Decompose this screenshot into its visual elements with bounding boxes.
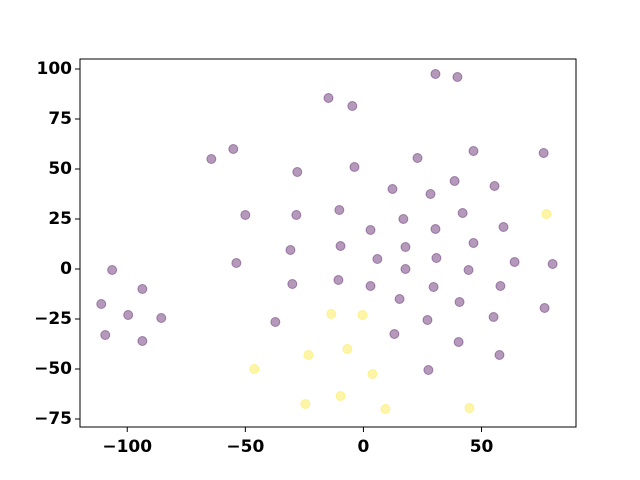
scatter-point	[400, 264, 411, 274]
scatter-point	[347, 101, 358, 111]
scatter-point	[389, 329, 400, 339]
scatter-point	[335, 241, 346, 251]
scatter-point	[156, 313, 167, 323]
scatter-point	[333, 275, 344, 285]
scatter-point	[365, 281, 376, 291]
y-tick-label: −75	[34, 409, 72, 429]
scatter-point	[428, 282, 439, 292]
scatter-point	[300, 399, 311, 409]
scatter-point	[96, 299, 107, 309]
scatter-point	[538, 148, 549, 158]
scatter-point	[291, 210, 302, 220]
scatter-point	[431, 253, 442, 263]
scatter-point	[367, 369, 378, 379]
scatter-point	[249, 364, 260, 374]
x-tick-label: 50	[470, 437, 494, 457]
scatter-point	[468, 238, 479, 248]
scatter-point	[303, 350, 314, 360]
scatter-point	[495, 281, 506, 291]
scatter-point	[100, 330, 111, 340]
scatter-point	[412, 153, 423, 163]
scatter-point	[547, 259, 558, 269]
scatter-point	[400, 242, 411, 252]
y-tick-label: −25	[34, 309, 72, 329]
scatter-point	[372, 254, 383, 264]
scatter-point	[453, 337, 464, 347]
scatter-point	[494, 350, 505, 360]
y-tick-label: 25	[48, 209, 72, 229]
scatter-point	[430, 69, 441, 79]
scatter-point	[365, 225, 376, 235]
scatter-point	[123, 310, 134, 320]
scatter-point	[394, 294, 405, 304]
scatter-point	[425, 189, 436, 199]
scatter-point	[454, 297, 465, 307]
scatter-point	[463, 265, 474, 275]
scatter-point	[387, 184, 398, 194]
scatter-point	[452, 72, 463, 82]
scatter-point	[292, 167, 303, 177]
y-tick-label: −50	[34, 359, 72, 379]
scatter-point	[231, 258, 242, 268]
scatter-point	[457, 208, 468, 218]
y-tick-label: 75	[48, 109, 72, 129]
scatter-point	[539, 303, 550, 313]
scatter-point	[489, 181, 500, 191]
scatter-point	[228, 144, 239, 154]
scatter-point	[137, 336, 148, 346]
scatter-point	[423, 365, 434, 375]
scatter-point	[449, 176, 460, 186]
x-tick-label: −100	[102, 437, 152, 457]
y-tick-label: 100	[37, 59, 73, 79]
scatter-point	[335, 391, 346, 401]
scatter-point	[468, 146, 479, 156]
scatter-point	[498, 222, 509, 232]
y-tick-label: 50	[48, 159, 72, 179]
scatter-point	[488, 312, 499, 322]
scatter-point	[326, 309, 337, 319]
scatter-point	[349, 162, 360, 172]
scatter-point	[323, 93, 334, 103]
scatter-point	[509, 257, 520, 267]
scatter-point	[270, 317, 281, 327]
scatter-point	[430, 224, 441, 234]
scatter-point	[380, 404, 391, 414]
scatter-point	[398, 214, 409, 224]
scatter-point	[422, 315, 433, 325]
scatter-point	[285, 245, 296, 255]
scatter-point	[357, 310, 368, 320]
y-tick-label: 0	[60, 259, 72, 279]
x-tick-label: 0	[358, 437, 370, 457]
scatter-point	[541, 209, 552, 219]
scatter-point	[137, 284, 148, 294]
scatter-point	[334, 205, 345, 215]
scatter-point	[206, 154, 217, 164]
scatter-point	[287, 279, 298, 289]
scatter-point	[107, 265, 118, 275]
x-tick-label: −50	[226, 437, 264, 457]
scatter-point	[342, 344, 353, 354]
scatter-point	[464, 403, 475, 413]
plot-frame	[79, 58, 577, 428]
scatter-point	[240, 210, 251, 220]
